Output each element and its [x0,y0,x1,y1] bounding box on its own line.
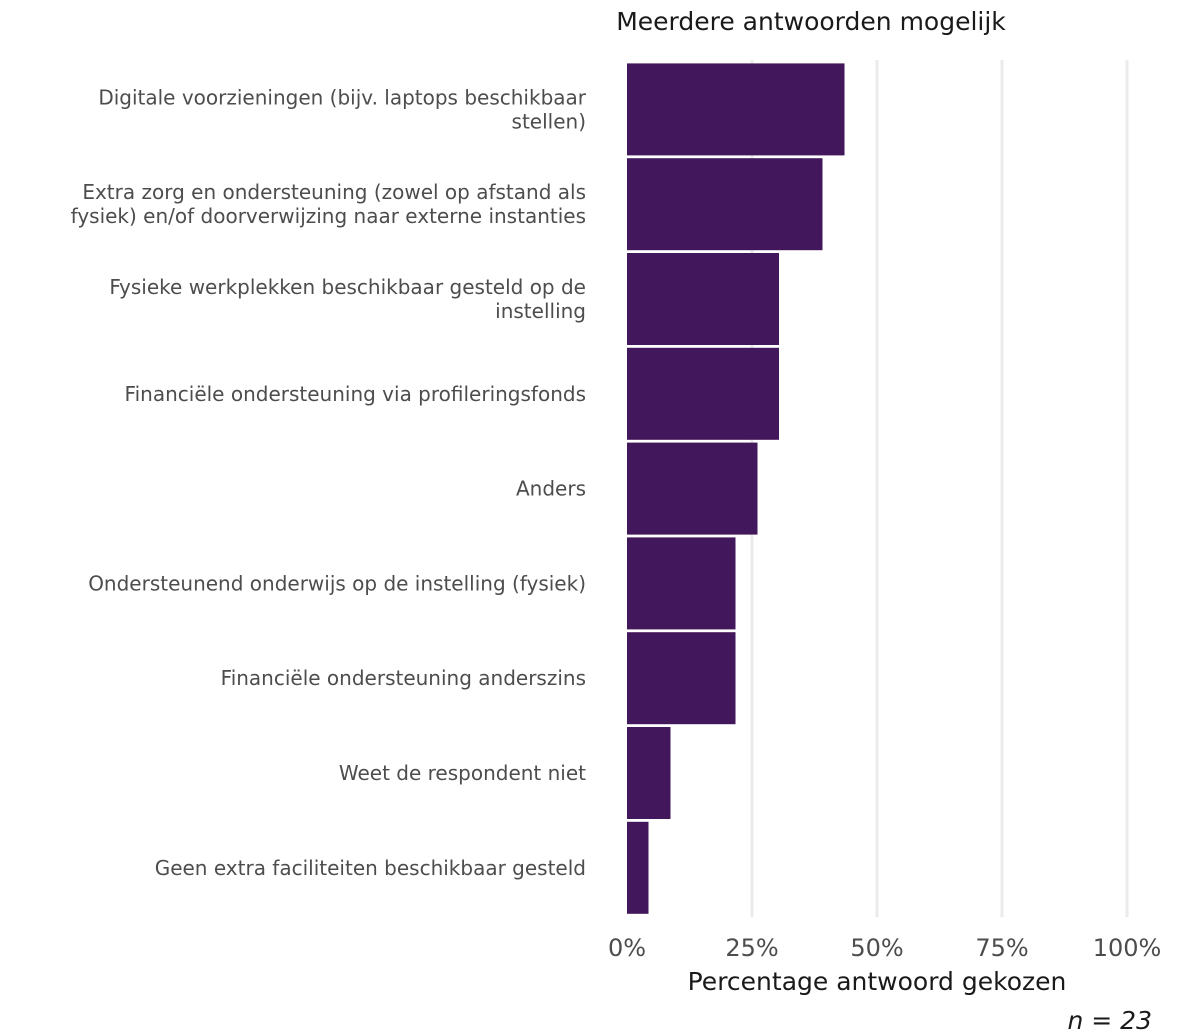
x-tick-label-75: 75% [975,934,1028,962]
category-label-7: Financiële ondersteuning anderszins [221,666,586,690]
x-tick-label-100: 100% [1093,934,1162,962]
category-label-line: stellen) [512,109,586,133]
bar-4 [627,347,779,440]
category-label-line: Financiële ondersteuning via profilering… [125,382,586,406]
bar-2 [627,158,823,251]
category-label-line: Digitale voorzieningen (bijv. laptops be… [98,85,586,109]
category-label-9: Geen extra faciliteiten beschikbaar gest… [155,856,586,880]
category-label-line: Weet de respondent niet [339,761,586,785]
category-label-3: Fysieke werkplekken beschikbaar gesteld … [109,275,586,323]
category-label-line: Ondersteunend onderwijs op de instelling… [88,571,586,595]
category-label-4: Financiële ondersteuning via profilering… [125,382,586,406]
category-label-6: Ondersteunend onderwijs op de instelling… [88,571,586,595]
chart-title: Meerdere antwoorden mogelijk [616,7,1006,36]
category-label-line: Geen extra faciliteiten beschikbaar gest… [155,856,586,880]
category-label-line: Fysieke werkplekken beschikbaar gesteld … [109,275,586,299]
bar-1 [627,63,845,156]
category-label-1: Digitale voorzieningen (bijv. laptops be… [98,85,586,133]
x-axis-label: Percentage antwoord gekozen [688,967,1067,996]
bar-7 [627,632,736,725]
category-label-8: Weet de respondent niet [339,761,586,785]
bar-layer [627,63,845,914]
bar-8 [627,727,671,819]
bar-5 [627,442,758,535]
bar-3 [627,253,779,345]
x-tick-label-25: 25% [725,934,778,962]
sample-size-caption: n = 23 [1068,1006,1153,1034]
x-tick-label-0: 0% [608,934,646,962]
bar-9 [627,821,649,914]
category-label-line: Anders [516,477,586,501]
category-label-5: Anders [516,477,586,501]
x-tick-layer: 0% 25% 50% 75% 100% [608,934,1161,962]
bar-6 [627,537,736,630]
category-label-line: Extra zorg en ondersteuning (zowel op af… [82,180,586,204]
category-label-line: fysiek) en/of doorverwijzing naar extern… [71,204,586,228]
category-label-line: instelling [495,299,586,323]
x-tick-label-50: 50% [850,934,903,962]
category-label-line: Financiële ondersteuning anderszins [221,666,586,690]
category-label-2: Extra zorg en ondersteuning (zowel op af… [71,180,586,228]
category-label-layer: Digitale voorzieningen (bijv. laptops be… [71,85,587,879]
